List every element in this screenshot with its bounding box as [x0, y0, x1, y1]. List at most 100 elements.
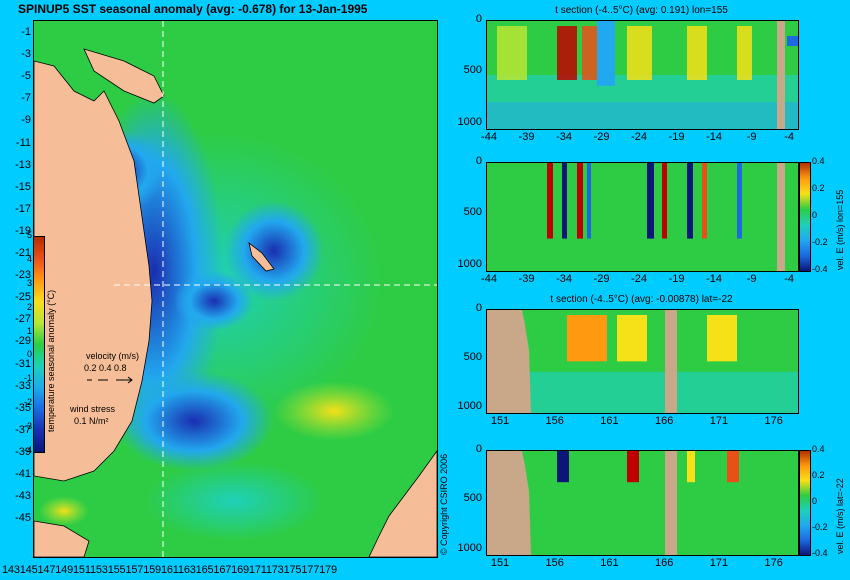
panel-title: t section (-4..5°C) (avg: 0.191) lon=155: [555, 5, 728, 16]
panel-x-tick: 161: [600, 415, 619, 427]
map-y-tick: -15: [15, 180, 31, 193]
panel-colorbar-tick: 0: [812, 210, 818, 220]
map-y-tick: -13: [15, 158, 31, 171]
land-mask: [487, 451, 531, 555]
panel-x-tick: -4: [784, 131, 794, 143]
colorbar-tick: -3: [23, 421, 32, 432]
land-mask: [665, 451, 677, 555]
australia-landmass: [34, 60, 153, 482]
panel-y-tick: 1000: [457, 399, 482, 412]
main-title: SPINUP5 SST seasonal anomaly (avg: -0.67…: [18, 2, 368, 16]
panel-colorbar-tick: 0: [812, 496, 818, 506]
map-y-tick: -27: [15, 313, 31, 326]
panel-x-tick: -14: [706, 131, 723, 143]
panel-colorbar-tick: 0.4: [812, 444, 825, 454]
new-zealand-landmass: [368, 450, 437, 557]
colorbar-gradient: [34, 237, 44, 452]
panel-y-tick: 500: [463, 492, 482, 505]
panel-x-tick: -34: [556, 273, 572, 285]
panel-colorbar-tick: 0.2: [812, 470, 825, 480]
velocity-legend-scale: 0.2 0.4 0.8: [84, 363, 127, 373]
panel-x-tick: 176: [764, 557, 783, 569]
map-y-tick: -35: [15, 401, 31, 414]
map-y-tick: -31: [15, 357, 31, 370]
land-mask: [487, 310, 531, 413]
panel-x-tick: -24: [631, 273, 647, 285]
panel-x-tick: -14: [706, 273, 723, 285]
colorbar-tick: 4: [26, 253, 32, 264]
land: [34, 48, 437, 557]
panel-x-tick: -29: [593, 131, 610, 143]
panel-x-tick: -39: [518, 273, 535, 285]
velocity-legend-arrows: [87, 376, 133, 384]
panel-title: t section (-4..5°C) (avg: -0.00878) lat=…: [550, 294, 733, 305]
new-guinea-landmass: [83, 48, 165, 104]
colorbar-tick: 5: [26, 230, 32, 240]
colorbar-tick: 0: [26, 349, 32, 360]
map-colorbar: [33, 236, 45, 453]
colorbar-tick: -1: [23, 373, 32, 384]
sst-map[interactable]: [33, 20, 438, 558]
map-x-tick-labels: 1431451471491511531551571591611631651671…: [2, 564, 331, 576]
panel-x-tick: 166: [655, 557, 674, 569]
panel-colorbar-tick: -0.4: [812, 264, 828, 274]
panel-x-tick: 171: [709, 415, 729, 427]
colorbar-tick: 1: [26, 325, 32, 336]
panel-x-tick: 176: [764, 415, 783, 427]
panel-x-tick: -9: [746, 273, 757, 285]
panel-y-tick: 0: [475, 443, 482, 455]
land-mask: [777, 21, 785, 129]
panel-colorbar-tick: -0.2: [812, 522, 828, 532]
section-plot-3[interactable]: [486, 309, 799, 414]
panel-colorbar-tick: -0.2: [812, 237, 828, 247]
panel-x-tick: 161: [600, 557, 619, 569]
panel-x-tick: -44: [481, 273, 497, 285]
wind-legend-title: wind stress: [70, 404, 116, 414]
map-y-tick: -3: [21, 48, 31, 61]
wind-legend-scale: 0.1 N/m²: [74, 416, 109, 426]
colorbar-tick: -4: [23, 445, 32, 455]
map-y-tick: -43: [15, 490, 31, 503]
panel-colorbar: [799, 450, 811, 556]
panel-colorbar-tick: 0.4: [812, 156, 825, 166]
panel-y-tick: 0: [475, 302, 482, 314]
map-y-tick: -21: [15, 247, 31, 259]
map-y-tick: -37: [15, 423, 31, 436]
panel-x-tick: -44: [481, 131, 497, 143]
panel-y-tick: 1000: [457, 541, 482, 554]
copyright: © Copyright CSIRO 2006: [439, 453, 449, 555]
panel-x-tick: 171: [709, 557, 729, 569]
panel-y-tick: 500: [463, 64, 482, 77]
new-caledonia-landmass: [248, 242, 275, 272]
map-x-axis: 1431451471491511531551571591611631651671…: [2, 564, 337, 576]
map-x-tick-last: 9: [330, 564, 337, 576]
panel-x-tick: -19: [668, 273, 685, 285]
map-y-tick: -29: [15, 335, 31, 348]
panel-x-tick: -29: [593, 273, 610, 285]
panel-colorbar-tick: 0.2: [812, 183, 825, 193]
map-y-tick: -5: [21, 70, 31, 83]
colorbar-label: temperature seasonal anomaly (°C): [46, 289, 56, 432]
map-y-tick: -25: [15, 291, 31, 304]
map-y-tick: -9: [21, 114, 31, 127]
map-y-tick: -45: [15, 512, 31, 525]
section-plot-4[interactable]: [486, 450, 799, 556]
colorbar-tick: 3: [26, 277, 32, 288]
panel-x-tick: 151: [490, 557, 510, 569]
panel-y-tick: 0: [475, 155, 482, 167]
panel-x-tick: -4: [784, 273, 794, 285]
panel-x-tick: 156: [545, 415, 564, 427]
panel-x-tick: 166: [655, 415, 674, 427]
panel-x-tick: -24: [631, 131, 647, 143]
map-y-tick: -19: [15, 224, 31, 237]
colorbar-tick: -2: [23, 397, 32, 408]
panel-y-tick: 0: [475, 13, 482, 25]
map-y-tick: -11: [15, 136, 31, 149]
panel-y-tick: 1000: [457, 115, 482, 128]
panel-x-tick: -9: [746, 131, 757, 143]
panel-colorbar: [799, 162, 811, 272]
section-plot-2[interactable]: [486, 162, 799, 272]
panel-x-tick: -39: [518, 131, 535, 143]
map-y-tick: -7: [21, 92, 31, 105]
section-plot-1[interactable]: [486, 20, 799, 130]
